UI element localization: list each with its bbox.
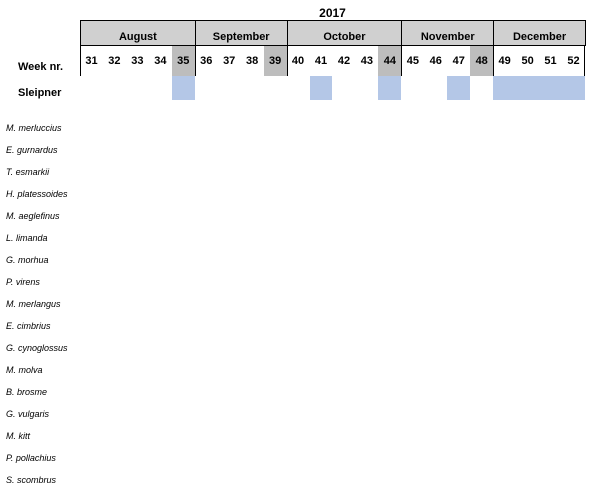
week-32: 32 xyxy=(108,55,121,67)
month-divider xyxy=(80,46,81,76)
species-label: B. brosme xyxy=(6,387,48,397)
week-42: 42 xyxy=(337,55,351,67)
species-label: E. gurnardus xyxy=(6,145,58,155)
week-52: 52 xyxy=(567,55,580,67)
sleipner-sample-week-35 xyxy=(171,76,195,100)
month-divider xyxy=(493,46,495,76)
month-december: December xyxy=(493,20,586,46)
week-33: 33 xyxy=(131,55,144,67)
week-44: 44 xyxy=(378,46,402,76)
month-divider xyxy=(194,46,196,76)
month-divider xyxy=(584,46,585,76)
month-divider xyxy=(401,46,403,76)
species-label: E. cimbrius xyxy=(6,321,51,331)
month-october: October xyxy=(286,20,403,46)
sleipner-row-label: Sleipner xyxy=(18,87,62,99)
species-label: P. pollachius xyxy=(6,453,56,463)
species-label: G. morhua xyxy=(6,255,49,265)
year-title: 2017 xyxy=(319,6,346,20)
species-label: G. cynoglossus xyxy=(6,343,68,353)
sleipner-sample-week-47 xyxy=(447,76,471,100)
species-label: G. vulgaris xyxy=(6,409,50,419)
week-40: 40 xyxy=(291,55,305,67)
week-47: 47 xyxy=(452,55,465,67)
month-november: November xyxy=(401,20,495,46)
month-divider xyxy=(286,46,288,76)
species-label: M. merluccius xyxy=(6,123,62,133)
species-label: P. virens xyxy=(6,277,40,287)
species-label: H. platessoides xyxy=(6,189,68,199)
species-label: M. molva xyxy=(6,365,43,375)
week-51: 51 xyxy=(544,55,557,67)
species-label: S. scombrus xyxy=(6,475,57,485)
week-50: 50 xyxy=(521,55,534,67)
species-label: M. aeglefinus xyxy=(6,211,60,221)
week-49: 49 xyxy=(498,55,511,67)
week-48: 48 xyxy=(470,46,494,76)
week-46: 46 xyxy=(429,55,442,67)
week-43: 43 xyxy=(360,55,374,67)
week-31: 31 xyxy=(85,55,98,67)
month-september: September xyxy=(194,20,288,46)
week-34: 34 xyxy=(154,55,167,67)
week-41: 41 xyxy=(314,55,328,67)
week-37: 37 xyxy=(223,55,236,67)
week-number-row: 31 32 33 34 35 36 37 38 39 40 41 42 43 44 45 46 47 48 49 50… xyxy=(80,46,585,76)
week-45: 45 xyxy=(406,55,419,67)
week-row-label: Week nr. xyxy=(18,61,64,73)
week-38: 38 xyxy=(246,55,259,67)
week-39: 39 xyxy=(263,46,287,76)
week-36: 36 xyxy=(200,55,213,67)
sleipner-sample-week-41 xyxy=(309,76,333,100)
sleipner-sample-week-49-52 xyxy=(493,76,585,100)
week-35: 35 xyxy=(171,46,195,76)
month-august: August xyxy=(80,20,196,46)
species-label: M. kitt xyxy=(6,431,30,441)
species-label: T. esmarkii xyxy=(6,167,50,177)
sleipner-sample-week-44 xyxy=(378,76,402,100)
species-label: M. merlangus xyxy=(6,299,61,309)
species-label: L. limanda xyxy=(6,233,48,243)
